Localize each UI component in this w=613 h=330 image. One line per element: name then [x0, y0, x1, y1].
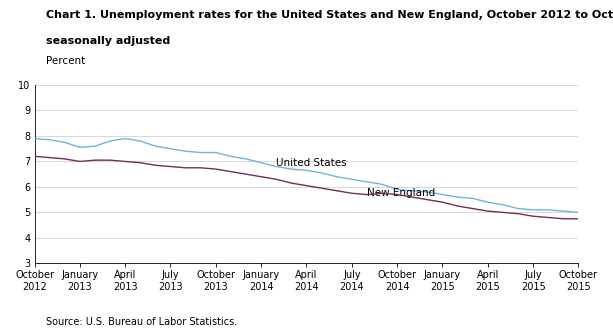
Text: Source: U.S. Bureau of Labor Statistics.: Source: U.S. Bureau of Labor Statistics.: [46, 317, 237, 327]
Text: United States: United States: [276, 158, 347, 168]
Text: seasonally adjusted: seasonally adjusted: [46, 36, 170, 46]
Text: Percent: Percent: [46, 56, 85, 66]
Text: New England: New England: [367, 188, 435, 198]
Text: Chart 1. Unemployment rates for the United States and New England, October 2012 : Chart 1. Unemployment rates for the Unit…: [46, 10, 613, 20]
